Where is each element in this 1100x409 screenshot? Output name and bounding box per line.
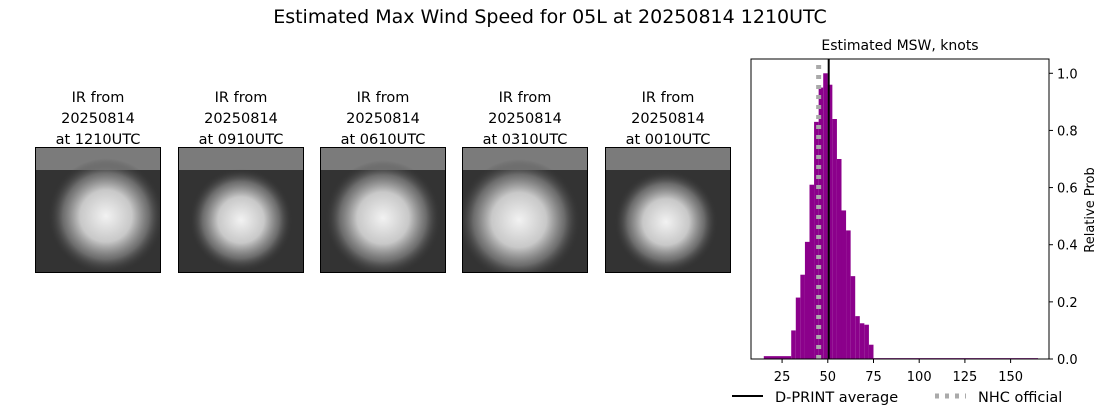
x-tick-label: 150: [998, 370, 1023, 385]
ir-satellite-image: [178, 147, 304, 273]
histogram-bar: [868, 344, 874, 359]
y-tick-label: 0.8: [1057, 124, 1078, 139]
chart-title: Estimated MSW, knots: [821, 38, 978, 54]
histogram-bar: [855, 316, 860, 359]
histogram-bar: [818, 87, 824, 360]
ir-satellite-image: [462, 147, 588, 273]
ir-satellite-image: [35, 147, 161, 273]
ir-panel-caption: IR from 20250814 at 0910UTC: [198, 90, 284, 148]
ir-satellite-image: [320, 147, 446, 273]
x-tick-label: 100: [907, 370, 932, 385]
ir-panel-3: IR from 20250814 at 0610UTC: [320, 88, 446, 273]
histogram-bar: [804, 241, 810, 359]
x-tick-label: 125: [952, 370, 977, 385]
ir-panel-2: IR from 20250814 at 0910UTC: [178, 88, 304, 273]
ir-panel-caption: IR from 20250814 at 1210UTC: [55, 90, 141, 148]
chart-legend: D-PRINT average NHC official: [732, 390, 1062, 406]
ir-panel-caption: IR from 20250814 at 0010UTC: [625, 90, 711, 148]
plot-area: 25 50 75 100 125 150 0.0 0.2 0.4 0.6 0.8 1.0: [750, 58, 1078, 385]
x-tick-label: 25: [774, 370, 791, 385]
y-axis-label: Relative Prob: [1083, 167, 1098, 252]
histogram-bar: [832, 119, 837, 359]
legend-label-nhc: NHC official: [978, 390, 1062, 406]
ir-panel-1: IR from 20250814 at 1210UTC: [35, 88, 161, 273]
y-tick-label: 0.0: [1057, 353, 1078, 368]
histogram-bar: [800, 274, 805, 359]
histogram-bar: [814, 121, 819, 359]
histogram-bar: [795, 297, 801, 359]
y-tick-label: 0.4: [1057, 239, 1078, 254]
ir-panel-caption: IR from 20250814 at 0310UTC: [482, 90, 568, 148]
histogram-bar: [864, 324, 869, 359]
histogram-bar: [827, 84, 833, 359]
x-tick-label: 75: [865, 370, 882, 385]
ir-satellite-image: [605, 147, 731, 273]
ir-panel-5: IR from 20250814 at 0010UTC: [605, 88, 731, 273]
histogram-bar: [809, 184, 815, 359]
histogram-bar: [763, 356, 792, 359]
histogram-bar: [850, 276, 856, 359]
plot-frame: [750, 58, 1050, 360]
y-tick-label: 1.0: [1057, 67, 1078, 82]
histogram-bar: [791, 330, 796, 359]
histogram-bar: [841, 210, 847, 359]
histogram-bar: [846, 230, 851, 359]
ir-panel-caption: IR from 20250814 at 0610UTC: [340, 90, 426, 148]
page-title: Estimated Max Wind Speed for 05L at 2025…: [273, 6, 827, 28]
legend-label-dprint: D-PRINT average: [775, 390, 898, 406]
histogram-bar: [836, 159, 842, 359]
histogram-bar: [859, 323, 865, 359]
y-tick-label: 0.6: [1057, 182, 1078, 197]
y-tick-label: 0.2: [1057, 296, 1078, 311]
histogram-bar: [823, 73, 828, 360]
x-tick-label: 50: [820, 370, 837, 385]
ir-panel-4: IR from 20250814 at 0310UTC: [462, 88, 588, 273]
